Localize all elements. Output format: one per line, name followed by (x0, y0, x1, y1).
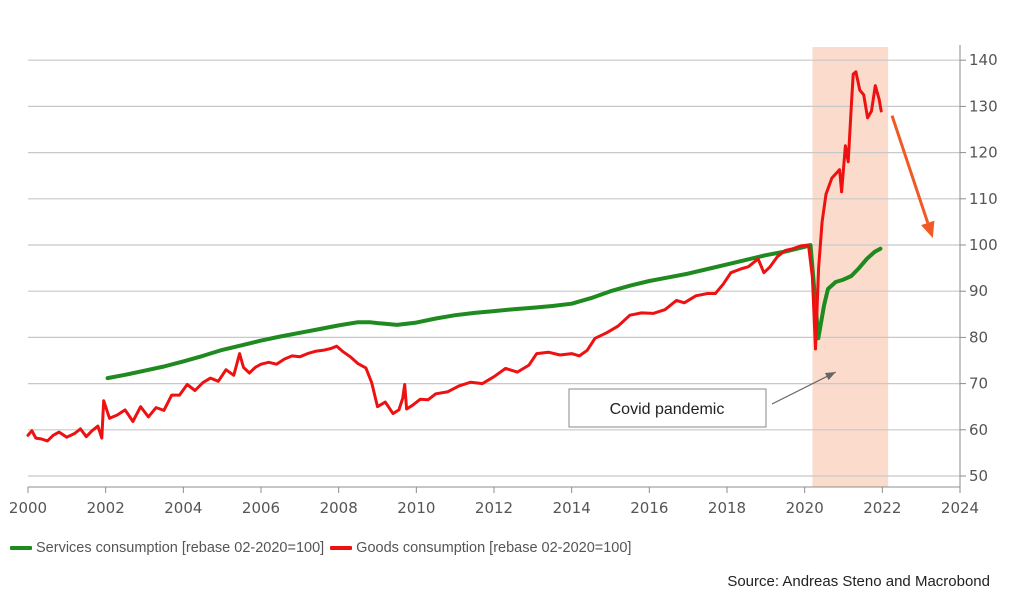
y-tick-label: 140 (969, 51, 998, 69)
source-note: Source: Andreas Steno and Macrobond (727, 573, 990, 590)
x-tick-label: 2004 (164, 499, 202, 517)
y-tick-label: 80 (969, 328, 988, 346)
x-tick-label: 2002 (87, 499, 125, 517)
forecast-arrow-line (890, 115, 930, 224)
x-tick-label: 2000 (9, 499, 47, 517)
y-tick-label: 50 (969, 467, 988, 485)
y-axis: 50 60 70 80 90 100 110 120 130 140 (959, 45, 998, 487)
x-tick-label: 2022 (863, 499, 901, 517)
x-tick-label: 2024 (941, 499, 979, 517)
x-tick-label: 2018 (708, 499, 746, 517)
y-tick-label: 130 (969, 97, 998, 115)
legend-swatch-goods (330, 546, 353, 550)
annotation-arrowhead (825, 372, 836, 381)
y-tick-label: 120 (969, 144, 998, 162)
series-line-services (105, 243, 883, 381)
legend-item-services: Services consumption [rebase 02-2020=100… (10, 540, 324, 556)
chart-canvas: 2000 2002 2004 2006 2008 2010 2012 2014 2016 2018… (9, 45, 998, 517)
forecast-arrow (890, 115, 935, 239)
x-tick-label: 2016 (630, 499, 668, 517)
x-axis: 2000 2002 2004 2006 2008 2010 2012 2014 2016 2018… (9, 486, 979, 517)
x-tick-label: 2010 (397, 499, 435, 517)
annotation-text: Covid pandemic (610, 401, 725, 418)
x-tick-label: 2008 (320, 499, 358, 517)
grid-lines (28, 59, 960, 477)
y-tick-label: 60 (969, 421, 988, 439)
annotation-box (568, 388, 767, 428)
legend-item-goods: Goods consumption [rebase 02-2020=100] (330, 540, 631, 556)
legend-label-goods: Goods consumption [rebase 02-2020=100] (356, 540, 632, 556)
x-tick-label: 2006 (242, 499, 280, 517)
series-line-goods (26, 70, 883, 443)
forecast-arrow-head (921, 220, 935, 239)
x-tick-label: 2012 (475, 499, 513, 517)
series-lines (26, 70, 883, 443)
x-tick-label: 2020 (786, 499, 824, 517)
legend-swatch-services (10, 546, 32, 550)
legend-label-services: Services consumption [rebase 02-2020=100… (36, 540, 325, 556)
legend: Services consumption [rebase 02-2020=100… (10, 540, 637, 556)
y-tick-label: 110 (969, 190, 998, 208)
y-tick-label: 90 (969, 282, 988, 300)
annotation: Covid pandemic (568, 371, 837, 428)
y-tick-label: 70 (969, 375, 988, 393)
y-tick-label: 100 (969, 236, 998, 254)
annotation-arrow (771, 371, 837, 405)
x-tick-label: 2014 (553, 499, 591, 517)
